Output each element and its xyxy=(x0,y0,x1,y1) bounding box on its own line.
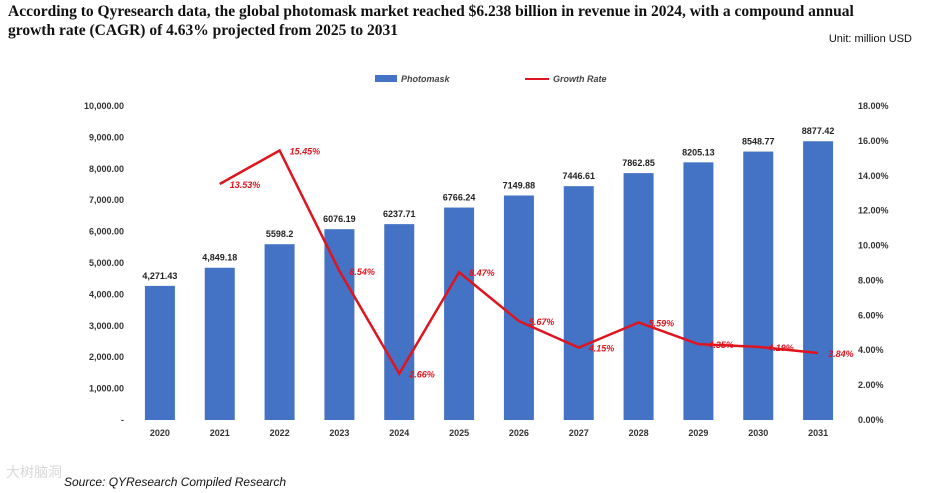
bar-value-label: 8205.13 xyxy=(682,147,715,157)
left-axis-tick: 5,000.00 xyxy=(89,258,124,268)
growth-rate-label: 4.15% xyxy=(588,344,615,354)
bar-photomask-2023 xyxy=(324,229,355,420)
chart-title: According to Qyresearch data, the global… xyxy=(8,3,854,39)
growth-rate-line xyxy=(219,148,819,377)
bar-value-label: 8877.42 xyxy=(802,126,835,136)
bar-value-label: 4,849.18 xyxy=(202,253,237,263)
x-axis-tick: 2026 xyxy=(509,428,529,438)
x-axis-tick: 2027 xyxy=(569,428,589,438)
x-axis-tick: 2025 xyxy=(449,428,469,438)
bar-photomask-2030 xyxy=(743,151,774,421)
bar-value-label: 7149.88 xyxy=(503,180,536,190)
legend-label-photomask: Photomask xyxy=(401,74,451,84)
growth-rate-label: 15.45% xyxy=(290,146,321,156)
right-axis-tick: 12.00% xyxy=(858,206,889,216)
right-axis-tick: 16.00% xyxy=(858,136,889,146)
right-axis-tick: 14.00% xyxy=(858,171,889,181)
bar-photomask-2031 xyxy=(803,141,834,420)
x-axis-tick: 2031 xyxy=(808,428,828,438)
left-axis-tick: 6,000.00 xyxy=(89,227,124,237)
bar-photomask-2028 xyxy=(623,173,654,420)
left-axis-tick: 9,000.00 xyxy=(89,132,124,142)
x-axis-tick: 2022 xyxy=(270,428,290,438)
right-axis-tick: 0.00% xyxy=(858,415,884,425)
legend-label-growth-rate: Growth Rate xyxy=(553,74,607,84)
bar-photomask-2029 xyxy=(683,162,714,420)
growth-rate-label: 13.53% xyxy=(230,180,261,190)
right-axis-tick: 6.00% xyxy=(858,310,884,320)
bar-photomask-2027 xyxy=(563,186,594,420)
bar-value-label: 4,271.43 xyxy=(142,271,177,281)
left-axis-tick: 4,000.00 xyxy=(89,289,124,299)
growth-rate-label: 2.66% xyxy=(408,370,435,380)
left-axis-tick: 10,000.00 xyxy=(84,101,124,111)
left-axis-tick: 2,000.00 xyxy=(89,352,124,362)
x-axis-tick: 2024 xyxy=(389,428,409,438)
right-axis-tick: 2.00% xyxy=(858,380,884,390)
x-axis-tick: 2029 xyxy=(688,428,708,438)
bar-photomask-2022 xyxy=(264,244,295,420)
left-axis-tick: 3,000.00 xyxy=(89,321,124,331)
left-axis-tick: - xyxy=(121,415,124,425)
growth-rate-label: 4.35% xyxy=(707,340,734,350)
legend: Photomask Growth Rate xyxy=(375,74,607,84)
bar-value-label: 8548.77 xyxy=(742,137,775,147)
x-axis-tick: 2023 xyxy=(329,428,349,438)
left-axis-tick: 7,000.00 xyxy=(89,195,124,205)
left-axis-tick: 8,000.00 xyxy=(89,164,124,174)
growth-rate-label: 5.59% xyxy=(649,318,675,328)
left-axis-tick: 1,000.00 xyxy=(89,384,124,394)
bar-value-label: 7862.85 xyxy=(622,158,655,168)
right-axis-tick: 8.00% xyxy=(858,275,884,285)
bar-photomask-2021 xyxy=(204,267,235,420)
growth-rate-label: 8.47% xyxy=(469,268,495,278)
growth-rate-label: 3.84% xyxy=(828,349,854,359)
bar-photomask-2024 xyxy=(384,224,415,420)
bar-value-label: 6766.24 xyxy=(443,193,476,203)
bar-value-label: 6237.71 xyxy=(383,209,416,219)
source-note: Source: QYResearch Compiled Research xyxy=(64,475,287,489)
right-axis-tick: 4.00% xyxy=(858,345,884,355)
watermark: 大树脑洞 xyxy=(6,464,62,480)
bar-value-label: 7446.61 xyxy=(562,171,595,181)
right-axis-tick: 18.00% xyxy=(858,101,889,111)
bar-photomask-2025 xyxy=(444,207,475,420)
right-axis-tick: 10.00% xyxy=(858,241,889,251)
growth-rate-label: 5.67% xyxy=(529,317,555,327)
bar-value-label: 5598.2 xyxy=(266,229,294,239)
x-axis-tick: 2021 xyxy=(210,428,230,438)
legend-swatch-photomask xyxy=(375,75,397,82)
x-axis-tick: 2028 xyxy=(629,428,649,438)
growth-rate-label: 4.19% xyxy=(767,343,794,353)
x-axis-tick: 2020 xyxy=(150,428,170,438)
x-axis-tick: 2030 xyxy=(748,428,768,438)
bar-photomask-2020 xyxy=(144,285,175,420)
unit-label: Unit: million USD xyxy=(828,33,912,45)
bar-photomask-2026 xyxy=(503,195,534,420)
bar-value-label: 6076.19 xyxy=(323,214,356,224)
growth-rate-label: 8.54% xyxy=(349,267,375,277)
